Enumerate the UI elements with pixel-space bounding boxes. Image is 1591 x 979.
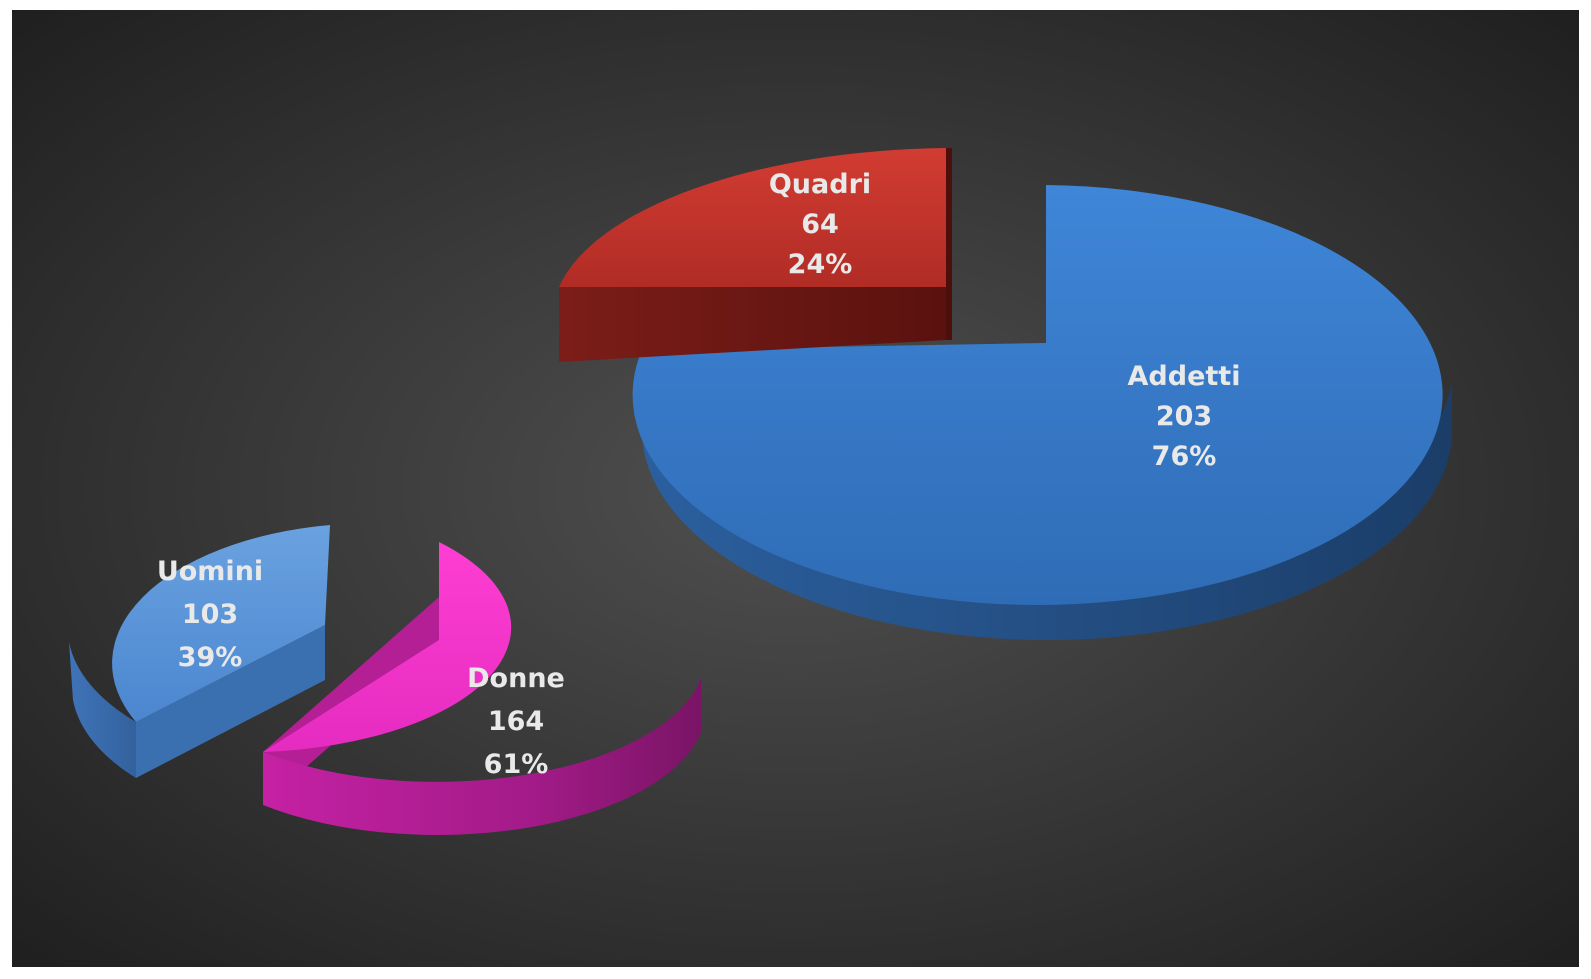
- label-donne: Donne 164 61%: [467, 663, 565, 780]
- pie-slice-quadri: [559, 148, 952, 362]
- label-quadri-percent: 24%: [788, 249, 853, 280]
- label-donne-value: 164: [488, 706, 544, 737]
- label-uomini-name: Uomini: [157, 556, 263, 587]
- pie-slice-donne-side: [263, 678, 701, 836]
- pie-slice-quadri-face: [559, 148, 946, 287]
- pie-slice-uomini-side-cut: [136, 625, 325, 778]
- pie-slice-donne: [263, 542, 701, 836]
- label-donne-percent: 61%: [484, 749, 549, 780]
- label-addetti-value: 203: [1156, 401, 1212, 432]
- label-uomini-percent: 39%: [178, 642, 243, 673]
- label-quadri-value: 64: [801, 209, 839, 240]
- pie-slice-addetti: [632, 185, 1452, 640]
- label-uomini: Uomini 103 39%: [157, 556, 263, 673]
- pie-slice-uomini: [69, 525, 330, 778]
- pie-slice-donne-face: [263, 542, 512, 752]
- pie-slice-uomini-face: [112, 525, 330, 722]
- label-quadri: Quadri 64 24%: [769, 169, 871, 280]
- label-quadri-name: Quadri: [769, 169, 871, 200]
- chart-area: Quadri 64 24% Addetti 203 76% Uomini 103…: [12, 10, 1579, 967]
- chart-svg: Quadri 64 24% Addetti 203 76% Uomini 103…: [12, 10, 1579, 967]
- label-donne-name: Donne: [467, 663, 565, 694]
- pie-slice-quadri-side-front: [559, 287, 946, 362]
- label-addetti-percent: 76%: [1152, 441, 1217, 472]
- label-addetti: Addetti 203 76%: [1128, 361, 1241, 472]
- label-uomini-value: 103: [182, 599, 238, 630]
- pie-slice-quadri-side-right: [946, 148, 952, 340]
- pie-slice-uomini-side: [69, 642, 136, 778]
- pie-slice-addetti-face: [632, 185, 1443, 605]
- label-addetti-name: Addetti: [1128, 361, 1241, 392]
